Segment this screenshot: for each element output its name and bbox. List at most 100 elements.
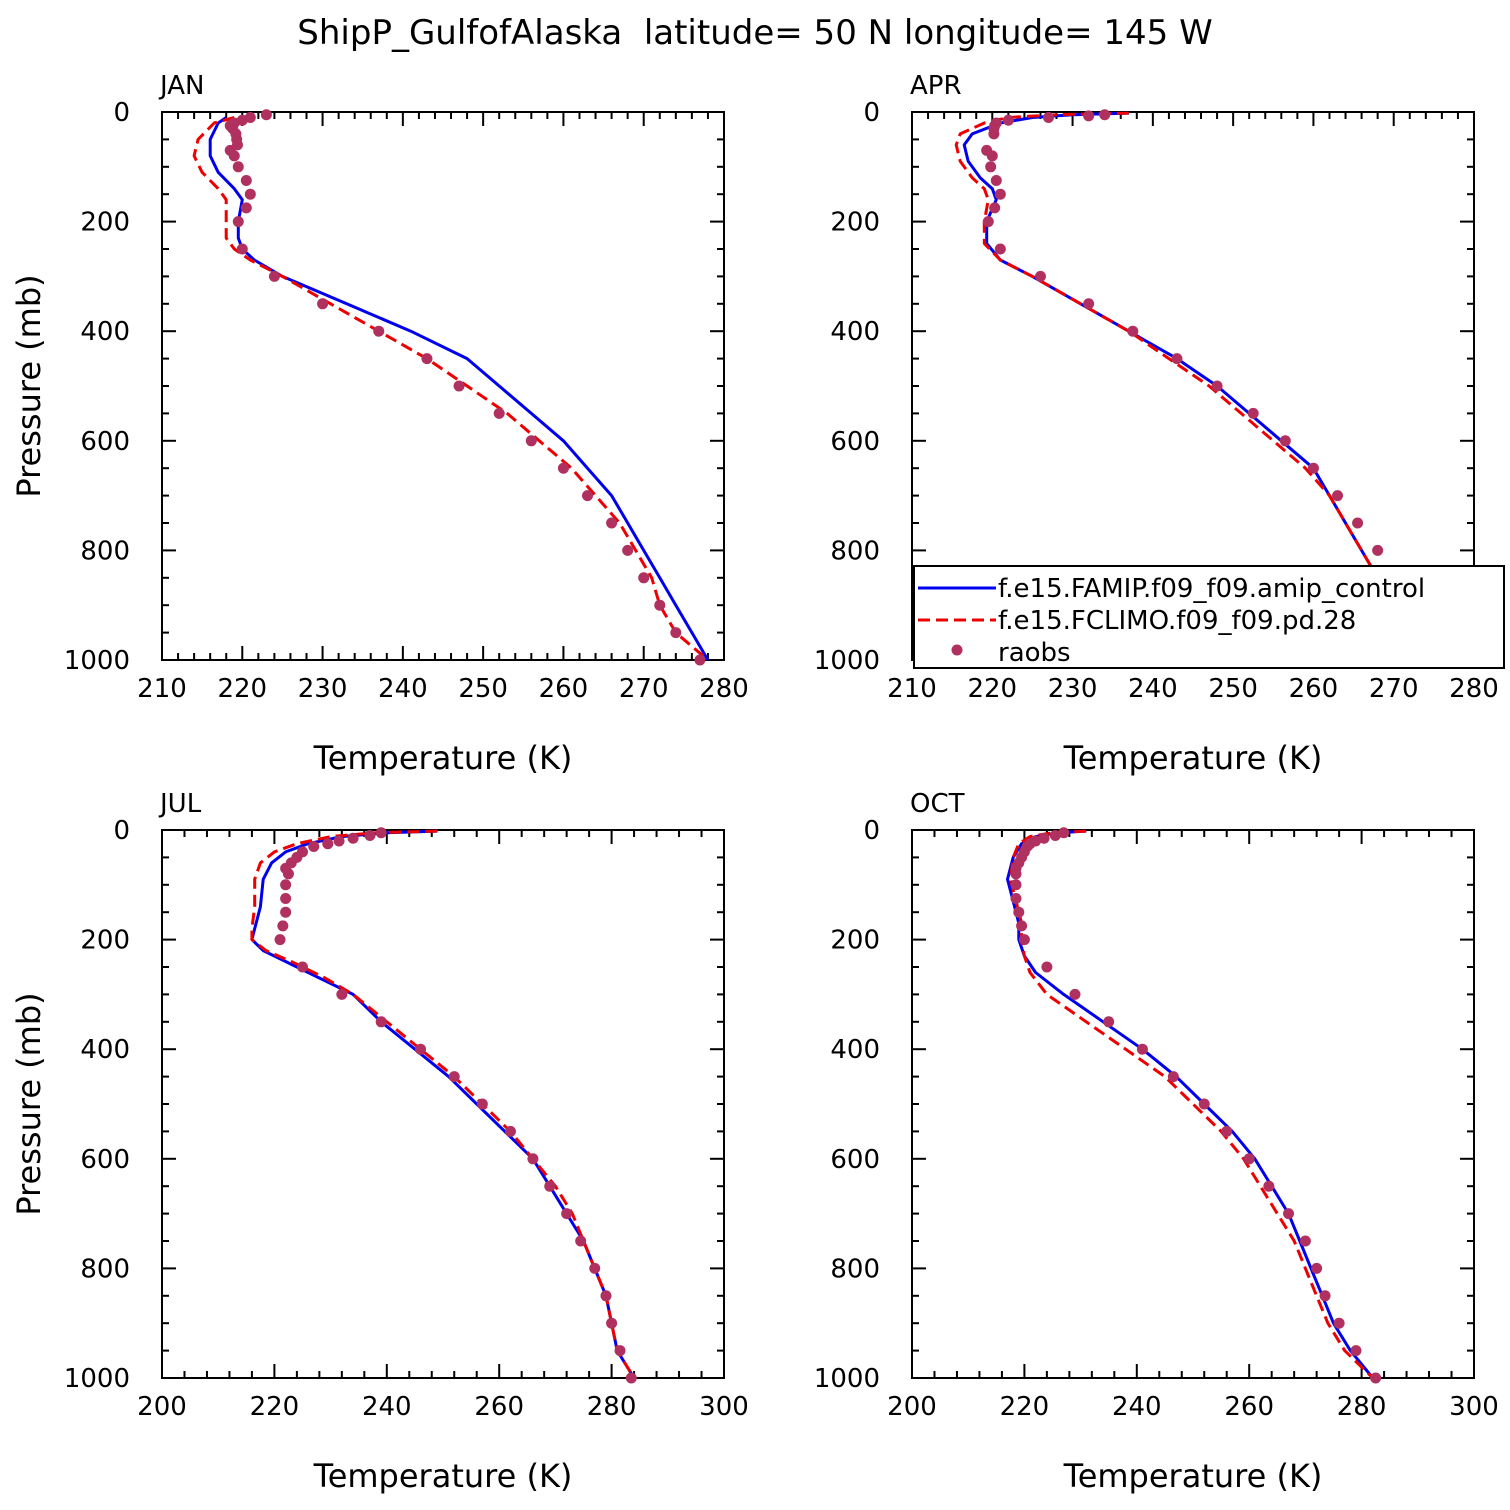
raobs-point: [1038, 832, 1050, 844]
series-line-famip: [1006, 829, 1374, 1379]
x-tick-label: 260: [1224, 1392, 1274, 1422]
raobs-point: [982, 216, 994, 228]
raobs-point: [232, 161, 244, 173]
x-axis-label: Temperature (K): [313, 1457, 573, 1495]
y-tick-label: 400: [830, 1035, 880, 1065]
raobs-point: [1083, 298, 1095, 310]
raobs-point: [1127, 325, 1139, 337]
legend: f.e15.FAMIP.f09_f09.amip_controlf.e15.FC…: [913, 565, 1505, 669]
raobs-point: [527, 1153, 539, 1165]
series-line-fclimo: [1008, 829, 1374, 1380]
x-axis-label: Temperature (K): [313, 739, 573, 777]
raobs-point: [1042, 111, 1054, 123]
raobs-point: [1083, 110, 1095, 122]
x-tick-label: 280: [1449, 674, 1499, 704]
raobs-point: [622, 544, 634, 556]
raobs-point: [375, 827, 387, 839]
raobs-point: [994, 243, 1006, 255]
raobs-point: [1010, 868, 1022, 880]
raobs-point: [1279, 435, 1291, 447]
x-tick-label: 220: [1000, 1392, 1050, 1422]
y-tick-label: 800: [80, 1254, 130, 1284]
x-tick-label: 220: [967, 674, 1017, 704]
raobs-point: [1283, 1208, 1295, 1220]
raobs-point: [1307, 462, 1319, 474]
y-tick-label: 400: [830, 317, 880, 347]
y-tick-label: 1000: [814, 1364, 880, 1394]
y-tick-label: 0: [863, 98, 880, 128]
panel-label: JUL: [158, 789, 202, 819]
raobs-point: [282, 868, 294, 880]
raobs-point: [280, 879, 292, 891]
y-tick-label: 0: [863, 816, 880, 846]
panel-jan: 210 220 230 240 250 260 270 280 0 200 400 600 800 100…: [10, 71, 749, 777]
raobs-point: [347, 832, 359, 844]
raobs-point: [1167, 1071, 1179, 1083]
x-tick-label: 200: [887, 1392, 937, 1422]
raobs-point: [240, 175, 252, 186]
raobs-point: [1016, 920, 1028, 932]
x-tick-label: 270: [1369, 674, 1419, 704]
raobs-point: [280, 906, 292, 918]
panels: 210 220 230 240 250 260 270 280 0 200 400 600 800 100…: [10, 71, 1505, 1495]
raobs-point: [1372, 544, 1384, 556]
x-tick-label: 240: [378, 674, 428, 704]
x-axis-label: Temperature (K): [1063, 739, 1323, 777]
y-tick-label: 200: [830, 926, 880, 956]
raobs-point: [373, 325, 385, 337]
raobs-point: [589, 1262, 601, 1274]
raobs-point: [638, 572, 650, 584]
x-axis-label: Temperature (K): [1063, 1457, 1323, 1495]
raobs-point: [1103, 1016, 1115, 1028]
raobs-point: [1211, 380, 1223, 392]
raobs-point: [280, 893, 292, 904]
x-tick-label: 230: [1048, 674, 1098, 704]
legend-label: f.e15.FCLIMO.f09_f09.pd.28: [998, 606, 1356, 636]
raobs-point: [694, 654, 706, 666]
series-line-fclimo: [954, 111, 1459, 662]
y-tick-label: 400: [80, 317, 130, 347]
raobs-point: [654, 599, 666, 611]
raobs-point: [297, 961, 308, 973]
y-tick-label: 800: [830, 1254, 880, 1284]
panel-label: APR: [910, 71, 962, 101]
y-tick-label: 600: [830, 427, 880, 457]
raobs-point: [990, 175, 1002, 186]
y-tick-label: 1000: [814, 646, 880, 676]
x-tick-label: 280: [1337, 1392, 1387, 1422]
plot-frame: [911, 829, 1475, 1379]
series-line-famip: [250, 829, 636, 1379]
x-tick-label: 210: [887, 674, 937, 704]
x-tick-label: 220: [217, 674, 267, 704]
panel-label: OCT: [910, 789, 965, 819]
raobs-point: [600, 1290, 612, 1302]
raobs-point: [504, 1125, 516, 1137]
raobs-point: [557, 462, 569, 474]
legend-swatch-raobs: [951, 644, 963, 656]
y-tick-label: 200: [80, 926, 130, 956]
raobs-point: [1299, 1235, 1311, 1247]
raobs-point: [1221, 1125, 1233, 1137]
raobs-point: [336, 988, 348, 1000]
panel-label: JAN: [158, 71, 204, 101]
raobs-point: [1018, 934, 1030, 946]
y-axis-label: Pressure (mb): [10, 992, 48, 1215]
figure-title: ShipP_GulfofAlaska latitude= 50 N longit…: [297, 13, 1212, 53]
raobs-point: [1311, 1262, 1323, 1274]
y-tick-label: 200: [80, 208, 130, 238]
panel-apr: 210 220 230 240 250 260 270 280 0 200 400 600 800 100…: [814, 71, 1499, 777]
y-tick-label: 1000: [64, 646, 130, 676]
raobs-point: [333, 835, 345, 847]
raobs-point: [582, 490, 594, 502]
raobs-point: [1099, 109, 1111, 121]
raobs-point: [988, 128, 1000, 140]
raobs-point: [1370, 1372, 1382, 1384]
raobs-point: [1049, 829, 1061, 841]
raobs-point: [989, 202, 1001, 214]
raobs-point: [448, 1071, 460, 1083]
raobs-point: [1002, 114, 1014, 126]
legend-box: [913, 565, 1505, 669]
raobs-point: [1332, 490, 1344, 502]
raobs-point: [364, 829, 376, 841]
